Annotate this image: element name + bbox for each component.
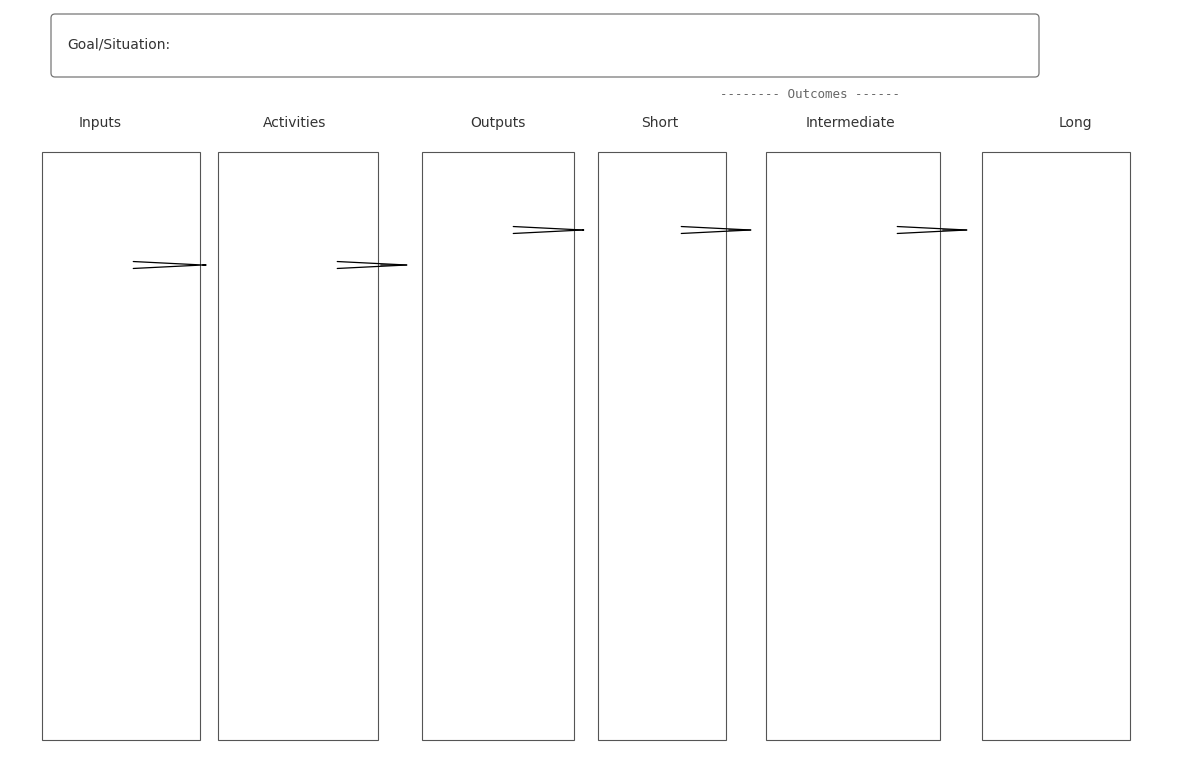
Text: Inputs: Inputs	[78, 116, 122, 130]
Bar	[422, 152, 574, 740]
Bar	[766, 152, 940, 740]
Text: Intermediate: Intermediate	[805, 116, 895, 130]
Text: Outputs: Outputs	[470, 116, 526, 130]
Text: -------- Outcomes ------: -------- Outcomes ------	[720, 88, 899, 101]
Bar	[598, 152, 726, 740]
FancyBboxPatch shape	[51, 14, 1039, 77]
Bar	[41, 152, 200, 740]
Bar	[218, 152, 378, 740]
Bar	[982, 152, 1130, 740]
Text: Activities: Activities	[263, 116, 327, 130]
Text: Goal/Situation:: Goal/Situation:	[68, 38, 171, 52]
Text: Long: Long	[1058, 116, 1091, 130]
Text: Short: Short	[641, 116, 679, 130]
